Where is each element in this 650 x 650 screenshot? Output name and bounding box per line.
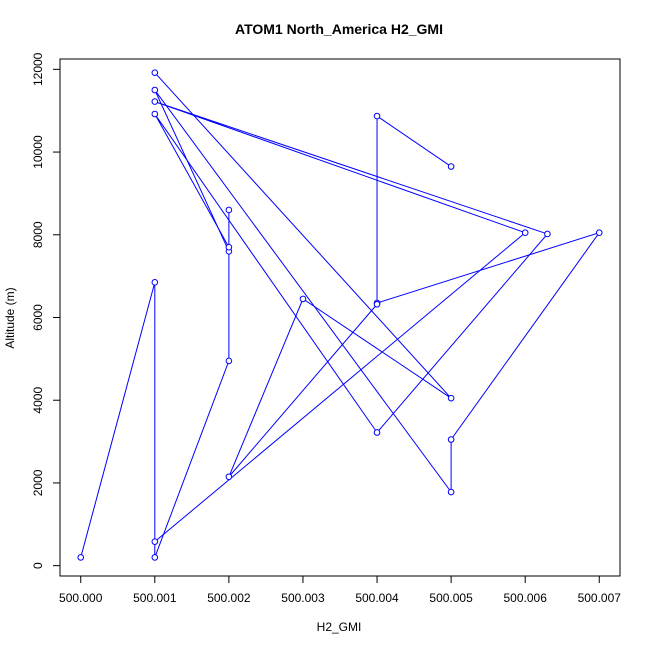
data-point <box>151 86 159 94</box>
x-tick-label: 500.000 <box>59 591 103 605</box>
x-tick-label: 500.003 <box>281 591 325 605</box>
data-point <box>151 98 159 105</box>
y-tick-label: 2000 <box>31 469 45 496</box>
x-tick-label: 500.007 <box>578 591 622 605</box>
x-tick-label: 500.004 <box>355 591 399 605</box>
y-tick-label: 6000 <box>31 304 45 331</box>
series-3 <box>151 69 455 481</box>
data-point <box>77 554 85 561</box>
data-point <box>151 554 159 561</box>
data-point <box>225 206 233 214</box>
data-point <box>225 357 233 365</box>
data-point <box>151 110 159 118</box>
data-point <box>299 295 307 303</box>
data-point <box>373 429 381 436</box>
y-tick-label: 0 <box>31 562 45 569</box>
data-point <box>151 279 159 286</box>
data-point <box>544 230 551 238</box>
data-point <box>225 473 233 481</box>
series-line <box>154 101 549 543</box>
y-tick-label: 12000 <box>31 52 45 86</box>
y-axis: 0 2000 4000 6000 8000 10000 12000 <box>31 52 61 569</box>
data-point <box>447 488 455 496</box>
x-tick-label: 500.002 <box>207 591 251 605</box>
data-point <box>521 229 529 237</box>
y-axis-label: Altitude (m) <box>3 287 17 348</box>
chart-title: ATOM1 North_America H2_GMI <box>235 21 443 37</box>
data-point <box>151 538 159 545</box>
series-2 <box>151 98 551 545</box>
y-tick-label: 10000 <box>31 135 45 169</box>
data-point <box>225 243 233 251</box>
y-tick-label: 8000 <box>31 221 45 248</box>
series-line <box>80 89 601 558</box>
data-point <box>447 394 455 402</box>
data-point <box>373 300 381 308</box>
data-point <box>595 229 603 237</box>
data-point <box>447 163 455 170</box>
x-tick-label: 500.001 <box>133 591 177 605</box>
data-point <box>373 112 381 120</box>
series-layer <box>77 69 603 561</box>
y-tick-label: 4000 <box>31 387 45 414</box>
x-axis-label: H2_GMI <box>317 620 362 634</box>
x-axis: 500.000 500.001 500.002 500.003 500.004 500.0… <box>59 575 622 605</box>
x-tick-label: 500.006 <box>503 591 547 605</box>
data-point <box>447 436 455 443</box>
x-tick-label: 500.005 <box>429 591 473 605</box>
data-point <box>151 69 159 76</box>
